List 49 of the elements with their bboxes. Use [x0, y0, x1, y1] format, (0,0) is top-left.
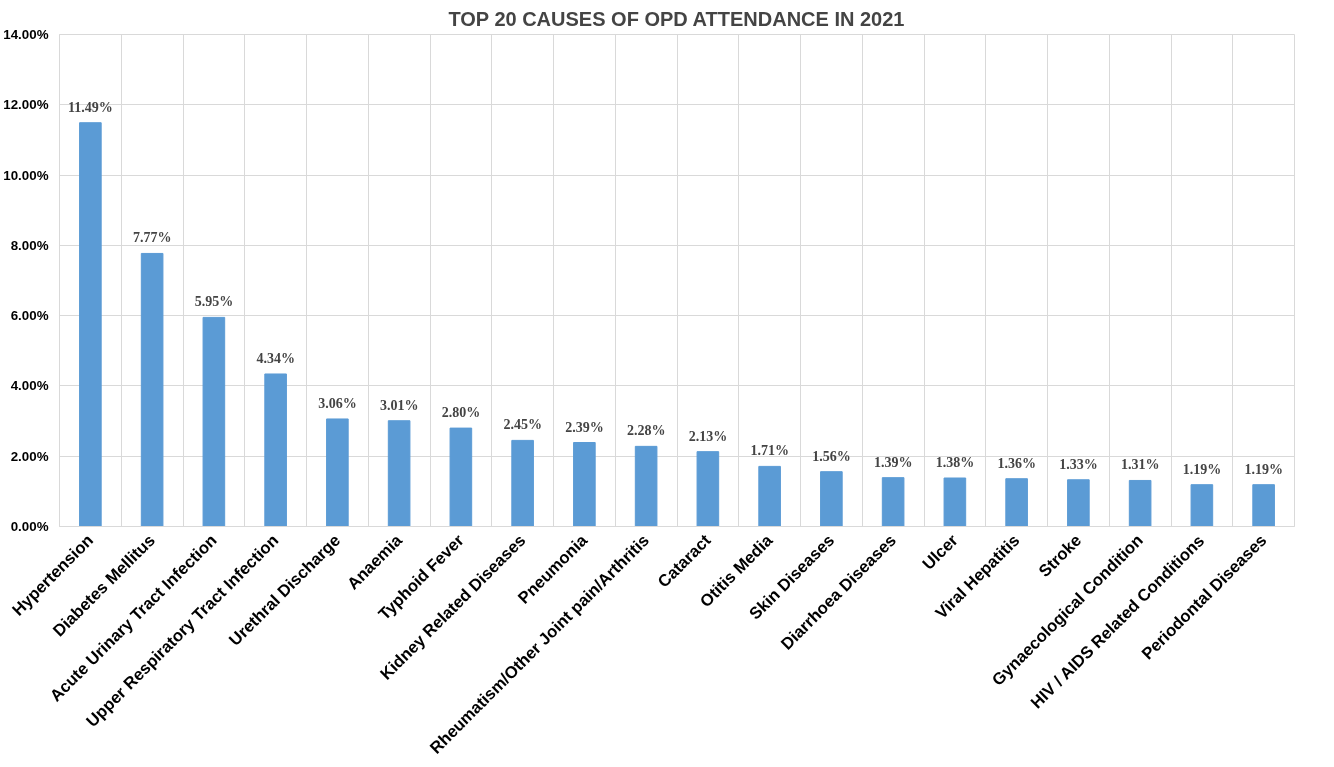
bar — [449, 427, 473, 527]
data-label: 11.49% — [68, 99, 113, 115]
bar — [881, 477, 905, 527]
data-label: 1.19% — [1244, 461, 1283, 477]
data-label: 2.39% — [565, 419, 604, 435]
y-tick-label: 12.00% — [3, 97, 49, 113]
y-tick-label: 0.00% — [10, 519, 49, 534]
data-label: 5.95% — [194, 294, 234, 310]
bar — [573, 442, 596, 527]
bar — [696, 451, 720, 527]
bar — [758, 465, 781, 527]
data-label: 1.33% — [1059, 456, 1098, 472]
data-label: 2.28% — [626, 423, 666, 439]
data-label: 1.36% — [997, 455, 1036, 471]
bar — [1128, 479, 1152, 527]
bar — [943, 477, 967, 527]
data-label: 4.34% — [256, 350, 295, 366]
bar — [511, 439, 534, 527]
chart-title: TOP 20 CAUSES OF OPD ATTENDANCE IN 2021 — [448, 7, 905, 30]
bar — [326, 418, 349, 527]
data-label: 2.13% — [688, 428, 728, 444]
data-label: 1.56% — [812, 448, 851, 464]
data-label: 3.01% — [379, 397, 419, 413]
bar — [264, 373, 287, 527]
bar — [387, 420, 411, 527]
y-tick-label: 4.00% — [10, 378, 49, 394]
data-label: 3.06% — [318, 395, 357, 411]
y-tick-label: 10.00% — [3, 167, 49, 183]
data-label: 1.39% — [873, 454, 913, 470]
data-label: 1.19% — [1182, 461, 1222, 477]
bar — [1067, 479, 1090, 527]
data-label: 2.80% — [441, 405, 481, 421]
y-tick-label: 6.00% — [10, 308, 49, 324]
y-tick-label: 8.00% — [10, 237, 49, 253]
bar — [79, 122, 102, 527]
data-label: 7.77% — [132, 230, 172, 246]
data-label: 2.45% — [503, 417, 542, 433]
bar — [1190, 484, 1214, 527]
bar — [1005, 478, 1028, 527]
data-label: 1.38% — [935, 455, 975, 470]
data-label: 1.31% — [1120, 457, 1160, 473]
bar — [820, 471, 843, 527]
bar — [202, 316, 226, 527]
data-label: 1.71% — [750, 443, 789, 459]
y-tick-label: 2.00% — [10, 448, 49, 464]
y-tick-label: 14.00% — [3, 27, 49, 42]
bar — [634, 445, 658, 527]
bar — [1252, 484, 1275, 527]
bar — [140, 252, 164, 527]
